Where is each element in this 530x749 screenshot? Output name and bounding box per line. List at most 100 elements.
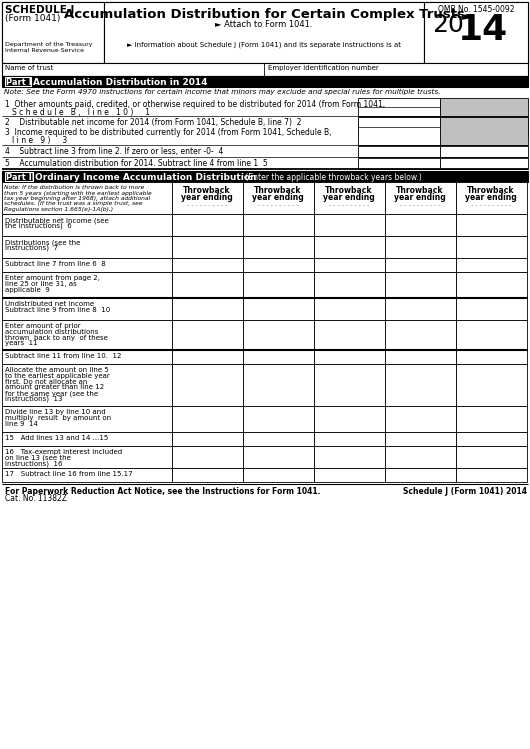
Text: thrown  back to any  of these: thrown back to any of these [5,335,108,341]
Text: Enter amount from page 2,: Enter amount from page 2, [5,275,100,281]
Text: (Enter the applicable throwback years below.): (Enter the applicable throwback years be… [243,173,422,182]
Text: - - - - - - - - - -: - - - - - - - - - - [400,203,440,208]
Bar [385,320,456,350]
Bar [2,350,172,364]
Text: ► Information about Schedule J (Form 1041) and its separate instructions is at: ► Information about Schedule J (Form 104… [127,42,401,49]
Bar [440,117,528,127]
Bar [172,432,243,446]
Bar [243,258,314,272]
Text: schedules. (If the trust was a simple trust, see: schedules. (If the trust was a simple tr… [4,201,143,207]
Bar [243,298,314,320]
Bar [2,2,104,63]
Bar [243,406,314,432]
Bar [456,258,527,272]
Bar [385,298,456,320]
Bar [358,98,440,116]
Text: 5    Accumulation distribution for 2014. Subtract line 4 from line 1  5: 5 Accumulation distribution for 2014. Su… [5,159,268,168]
Bar [172,350,243,364]
Bar [2,2,528,63]
Text: - - - - - - - - - -: - - - - - - - - - - [187,203,227,208]
Bar [2,468,172,482]
Bar [314,258,385,272]
Text: Part I: Part I [6,78,32,87]
Text: Regulations section 1.665(e)-1A(b).): Regulations section 1.665(e)-1A(b).) [4,207,113,212]
Bar [5,172,33,181]
Text: 17   Subtract line 16 from line 15.17: 17 Subtract line 16 from line 15.17 [5,471,132,477]
Text: ► Attach to Form 1041.: ► Attach to Form 1041. [215,20,313,29]
Text: - - - - - - - - - -: - - - - - - - - - - [258,203,298,208]
Text: first. Do not allocate an: first. Do not allocate an [5,378,87,384]
Bar [456,468,527,482]
Text: 4    Subtract line 3 from line 2. If zero or less, enter -0-  4: 4 Subtract line 3 from line 2. If zero o… [5,147,223,156]
Bar [314,182,385,214]
Text: Subtract line 9 from line 8  10: Subtract line 9 from line 8 10 [5,307,110,313]
Text: Schedule J (Form 1041) 2014: Schedule J (Form 1041) 2014 [403,487,527,496]
Text: year ending: year ending [252,193,304,202]
Bar [440,158,528,169]
Bar [385,272,456,298]
Text: Department of the Treasury: Department of the Treasury [5,42,93,47]
Text: S c h e d u l e   B ,   l i n e   1 0 )     1: S c h e d u l e B , l i n e 1 0 ) 1 [12,108,150,117]
Bar [2,258,172,272]
Bar [314,236,385,258]
Text: Internal Revenue Service: Internal Revenue Service [5,48,84,53]
Bar [385,364,456,406]
Bar [2,63,528,76]
Bar [456,406,527,432]
Text: Note: If the distribution is thrown back to more: Note: If the distribution is thrown back… [4,185,144,190]
Bar [172,446,243,468]
Text: 20: 20 [432,13,464,37]
Bar [2,76,528,87]
Bar [440,146,528,157]
Bar [172,214,243,236]
Bar [243,446,314,468]
Bar [2,364,172,406]
Bar [314,350,385,364]
Bar [440,127,528,137]
Bar [172,272,243,298]
Bar [243,350,314,364]
Text: Accumulation Distribution for Certain Complex Trusts: Accumulation Distribution for Certain Co… [64,8,464,21]
Text: Allocate the amount on line 5: Allocate the amount on line 5 [5,367,109,373]
Bar [2,182,172,214]
Bar [456,214,527,236]
Text: SCHEDULE J: SCHEDULE J [5,5,74,15]
Text: applicable  9: applicable 9 [5,287,50,293]
Bar [314,446,385,468]
Bar [456,446,527,468]
Text: Employer identification number: Employer identification number [268,65,379,71]
Text: year ending: year ending [181,193,233,202]
Bar [2,171,528,182]
Bar [243,364,314,406]
Bar [358,146,440,157]
Text: years  11: years 11 [5,340,38,346]
Text: Note: See the Form 4970 instructions for certain income that minors may exclude : Note: See the Form 4970 instructions for… [4,89,440,95]
Bar [314,406,385,432]
Bar [456,350,527,364]
Bar [385,446,456,468]
Bar [243,320,314,350]
Text: For Paperwork Reduction Act Notice, see the Instructions for Form 1041.: For Paperwork Reduction Act Notice, see … [5,487,321,496]
Bar [243,182,314,214]
Text: (Form 1041): (Form 1041) [5,14,60,23]
Bar [172,258,243,272]
Bar [2,446,172,468]
Bar [243,272,314,298]
Text: Distributions (see the: Distributions (see the [5,239,81,246]
Text: for the same year (see the: for the same year (see the [5,390,98,397]
Text: l i n e   9 )     3: l i n e 9 ) 3 [12,136,67,145]
Bar [172,364,243,406]
Text: 3  Income required to be distributed currently for 2014 (from Form 1041, Schedul: 3 Income required to be distributed curr… [5,128,331,137]
Bar [440,98,528,116]
Bar [172,468,243,482]
Bar [5,77,31,86]
Text: Throwback: Throwback [254,186,302,195]
Bar [385,182,456,214]
Text: multiply  result  by amount on: multiply result by amount on [5,415,111,421]
Text: OMB No. 1545-0092: OMB No. 1545-0092 [438,5,514,14]
Bar [456,320,527,350]
Bar [2,236,172,258]
Text: line 9  14: line 9 14 [5,421,38,427]
Bar [358,158,440,169]
Text: Distributable net income (see: Distributable net income (see [5,217,109,223]
